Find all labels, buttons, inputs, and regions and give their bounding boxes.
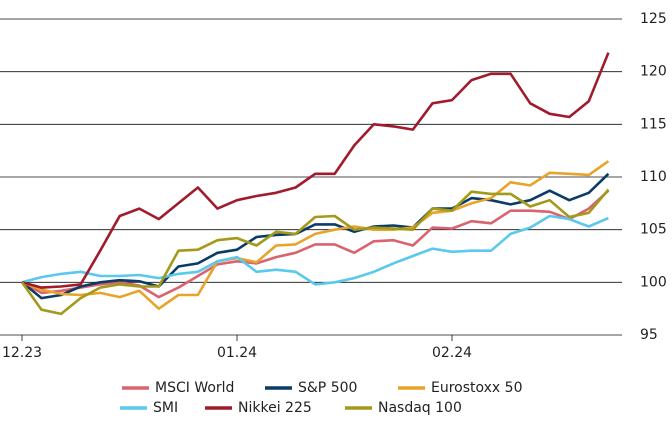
- y-tick-label: 95: [640, 327, 658, 343]
- legend-label: S&P 500: [298, 380, 357, 396]
- legend-label: MSCI World: [155, 380, 234, 396]
- series-line: [21, 172, 610, 300]
- legend-label: Nasdaq 100: [378, 400, 462, 416]
- legend-label: Nikkei 225: [238, 400, 312, 416]
- x-tick-label: 02.24: [432, 345, 472, 361]
- y-tick-label: 125: [640, 11, 667, 27]
- legend-label: Eurostoxx 50: [431, 380, 523, 396]
- y-tick-label: 115: [640, 116, 667, 132]
- y-tick-label: 110: [640, 169, 667, 185]
- y-tick-label: 105: [640, 222, 667, 238]
- series-line: [21, 52, 610, 289]
- x-tick-label: 01.24: [217, 345, 257, 361]
- series-line: [21, 214, 609, 286]
- series-line: [20, 188, 610, 316]
- y-tick-label: 120: [640, 64, 667, 80]
- legend-label: SMI: [153, 400, 178, 416]
- series-line: [21, 189, 610, 299]
- x-tick-label: 12.23: [2, 345, 42, 361]
- y-tick-label: 100: [640, 274, 667, 290]
- series-line: [21, 160, 610, 310]
